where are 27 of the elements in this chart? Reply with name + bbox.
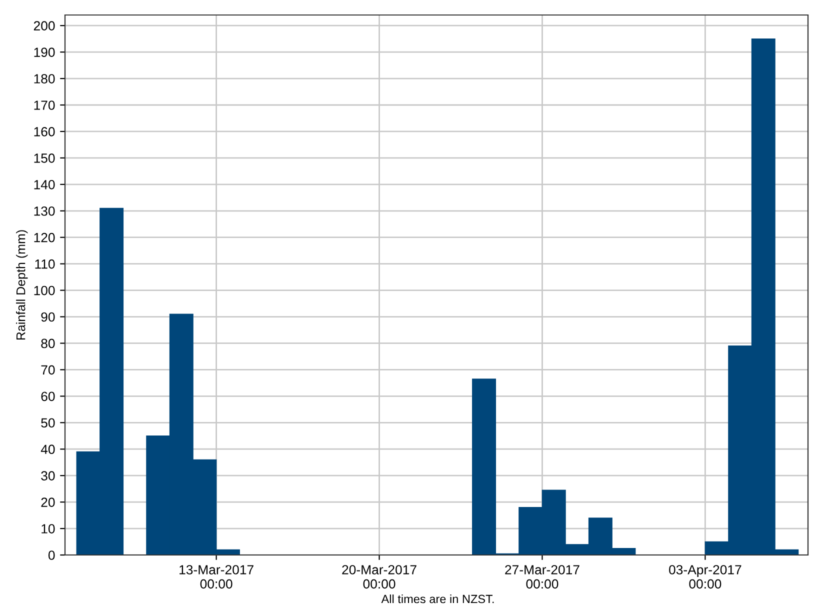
y-tick-label: 60 (41, 392, 55, 402)
x-tick-label: 13-Mar-2017 00:00 (180, 565, 254, 589)
text: All times are in NZST. (381, 594, 494, 604)
y-tick-label: 130 (34, 206, 55, 216)
y-tick-label: 170 (34, 100, 55, 110)
y-tick-label: 80 (41, 338, 55, 348)
y-tick-label: 110 (35, 259, 55, 269)
y-tick-label: 120 (34, 232, 55, 242)
y-tick-label: 0 (48, 550, 55, 560)
y-tick-label: 50 (41, 418, 55, 428)
x-tick-label: 03-Apr-2017 00:00 (669, 565, 742, 589)
y-tick-label: 180 (34, 74, 55, 84)
y-tick-label: 30 (41, 471, 55, 480)
x-tick-label: 27-Mar-2017 00:00 (505, 565, 580, 589)
y-axis-title: Rainfall Depth (mm) (16, 230, 28, 340)
y-tick-label: 70 (41, 365, 55, 375)
y-tick-label: 40 (40, 444, 55, 454)
y-tick-label: 100 (34, 286, 55, 296)
y-tick-label: 20 (41, 498, 55, 507)
y-tick-label: 190 (34, 48, 55, 57)
y-tick-label: 150 (34, 154, 55, 163)
y-tick-label: 140 (34, 180, 55, 190)
y-tick-label: 160 (34, 127, 55, 136)
y-tick-label: 10 (42, 524, 55, 534)
y-tick-label: 90 (41, 312, 55, 322)
y-tick-label: 200 (34, 21, 55, 30)
x-tick-label: 20-Mar-2017 00:00 (342, 565, 416, 589)
